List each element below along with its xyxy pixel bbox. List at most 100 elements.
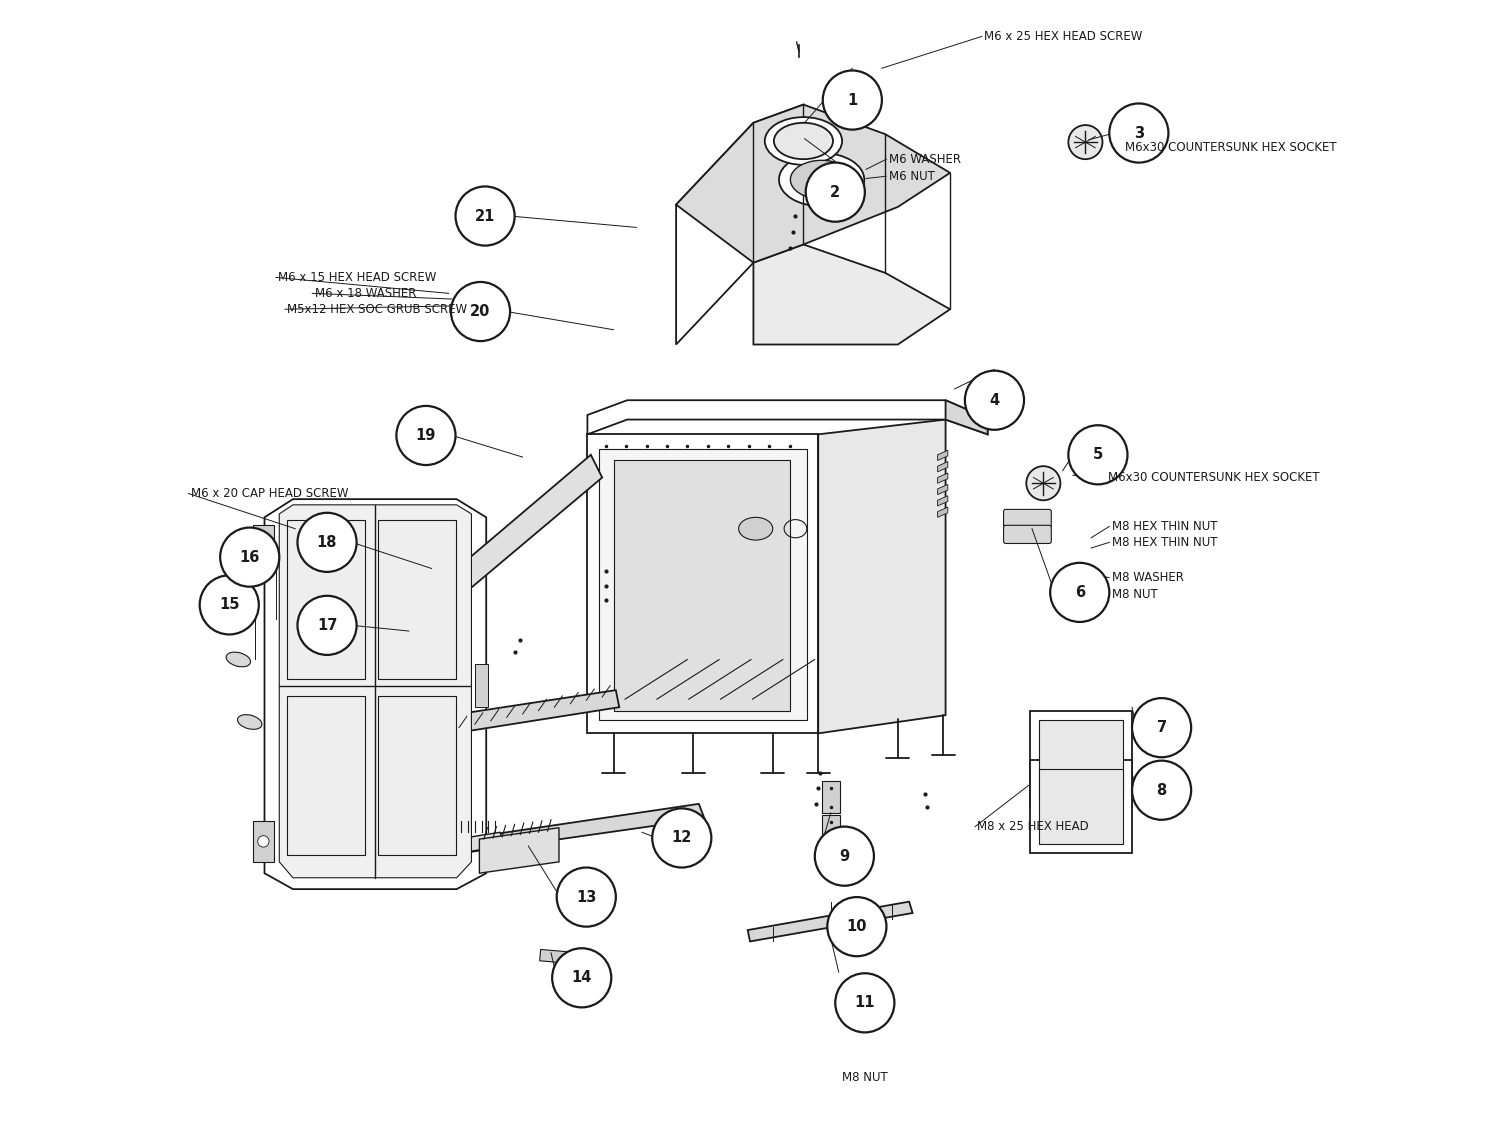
Polygon shape [676, 105, 804, 345]
Circle shape [806, 163, 865, 222]
Text: M6 x 25 HEX HEAD SCREW: M6 x 25 HEX HEAD SCREW [984, 30, 1143, 43]
Text: 3: 3 [1134, 125, 1144, 141]
Polygon shape [938, 450, 948, 460]
Text: M5x12 HEX SOC GRUB SCREW: M5x12 HEX SOC GRUB SCREW [286, 302, 468, 316]
Polygon shape [753, 244, 950, 345]
Text: 5: 5 [1094, 447, 1102, 463]
Text: 18: 18 [316, 534, 338, 550]
Polygon shape [938, 462, 948, 472]
Circle shape [815, 827, 874, 886]
Ellipse shape [790, 160, 853, 199]
Polygon shape [938, 507, 948, 517]
Bar [254, 821, 273, 862]
Circle shape [824, 70, 882, 130]
Bar [1040, 769, 1124, 844]
Ellipse shape [237, 715, 262, 729]
Text: 6: 6 [1074, 584, 1084, 600]
Text: M6x30 COUNTERSUNK HEX SOCKET: M6x30 COUNTERSUNK HEX SOCKET [1125, 141, 1336, 155]
Circle shape [828, 897, 886, 956]
Circle shape [1068, 425, 1128, 484]
Bar [1029, 760, 1132, 853]
Text: M8 x 25 HEX HEAD: M8 x 25 HEX HEAD [978, 820, 1089, 833]
Bar [822, 781, 840, 813]
Text: M8 WASHER: M8 WASHER [1112, 571, 1184, 584]
Polygon shape [350, 455, 602, 682]
Bar [822, 815, 840, 847]
Polygon shape [384, 690, 620, 744]
Text: M8 HEX THIN NUT: M8 HEX THIN NUT [1112, 520, 1216, 533]
Ellipse shape [738, 517, 772, 540]
Polygon shape [938, 484, 948, 495]
Text: 9: 9 [840, 848, 849, 864]
Ellipse shape [1026, 466, 1060, 500]
Ellipse shape [1068, 125, 1102, 159]
Polygon shape [747, 902, 912, 941]
Text: M6 x 20 CAP HEAD SCREW: M6 x 20 CAP HEAD SCREW [190, 487, 348, 500]
Text: 16: 16 [240, 549, 260, 565]
Ellipse shape [774, 123, 832, 159]
Polygon shape [588, 400, 987, 434]
Ellipse shape [765, 117, 842, 165]
Text: M6 x 18 WASHER: M6 x 18 WASHER [315, 287, 416, 300]
Text: M8 NUT: M8 NUT [1112, 588, 1158, 601]
Bar [254, 525, 273, 566]
Text: 10: 10 [846, 919, 867, 935]
Text: M8 HEX THIN NUT: M8 HEX THIN NUT [1112, 536, 1216, 549]
Circle shape [964, 371, 1024, 430]
Polygon shape [938, 496, 948, 506]
Text: 8: 8 [1156, 782, 1167, 798]
Bar [1029, 711, 1132, 807]
Text: 11: 11 [855, 995, 874, 1011]
Text: M6 NUT: M6 NUT [888, 169, 934, 183]
Polygon shape [279, 505, 471, 878]
Text: M6x30 COUNTERSUNK HEX SOCKET: M6x30 COUNTERSUNK HEX SOCKET [1108, 471, 1320, 484]
Text: 20: 20 [471, 304, 490, 319]
Circle shape [396, 406, 456, 465]
Circle shape [1050, 563, 1110, 622]
Text: M6 WASHER: M6 WASHER [888, 152, 960, 166]
Text: 4: 4 [990, 392, 999, 408]
Circle shape [1132, 761, 1191, 820]
Polygon shape [442, 832, 506, 855]
Polygon shape [446, 804, 705, 855]
Text: 13: 13 [576, 889, 597, 905]
Polygon shape [264, 499, 486, 889]
Ellipse shape [226, 653, 251, 666]
FancyBboxPatch shape [1004, 509, 1052, 528]
Polygon shape [378, 696, 456, 855]
Circle shape [220, 528, 279, 587]
FancyBboxPatch shape [1004, 525, 1052, 543]
Polygon shape [598, 449, 807, 720]
Polygon shape [614, 460, 791, 711]
Bar [1040, 720, 1124, 798]
Text: 19: 19 [416, 428, 436, 443]
Circle shape [200, 575, 260, 634]
Text: 17: 17 [316, 617, 338, 633]
Circle shape [556, 868, 616, 927]
Polygon shape [286, 520, 364, 679]
Polygon shape [588, 434, 818, 733]
Text: M8 NUT: M8 NUT [842, 1071, 888, 1085]
Polygon shape [480, 828, 560, 873]
Text: 1: 1 [847, 92, 858, 108]
Text: 12: 12 [672, 830, 692, 846]
Circle shape [1110, 103, 1168, 163]
Circle shape [652, 808, 711, 868]
Text: M6 x 15 HEX HEAD SCREW: M6 x 15 HEX HEAD SCREW [278, 271, 436, 284]
Circle shape [452, 282, 510, 341]
Bar [540, 949, 580, 964]
Text: 7: 7 [1156, 720, 1167, 736]
Polygon shape [676, 105, 950, 263]
Circle shape [552, 948, 612, 1007]
Bar [476, 664, 489, 707]
Polygon shape [378, 520, 456, 679]
Polygon shape [938, 473, 948, 483]
Polygon shape [286, 696, 364, 855]
Ellipse shape [258, 836, 268, 847]
Polygon shape [945, 400, 987, 434]
Circle shape [836, 973, 894, 1032]
Text: 14: 14 [572, 970, 592, 986]
Ellipse shape [778, 153, 864, 207]
Text: 21: 21 [476, 208, 495, 224]
Circle shape [297, 513, 357, 572]
